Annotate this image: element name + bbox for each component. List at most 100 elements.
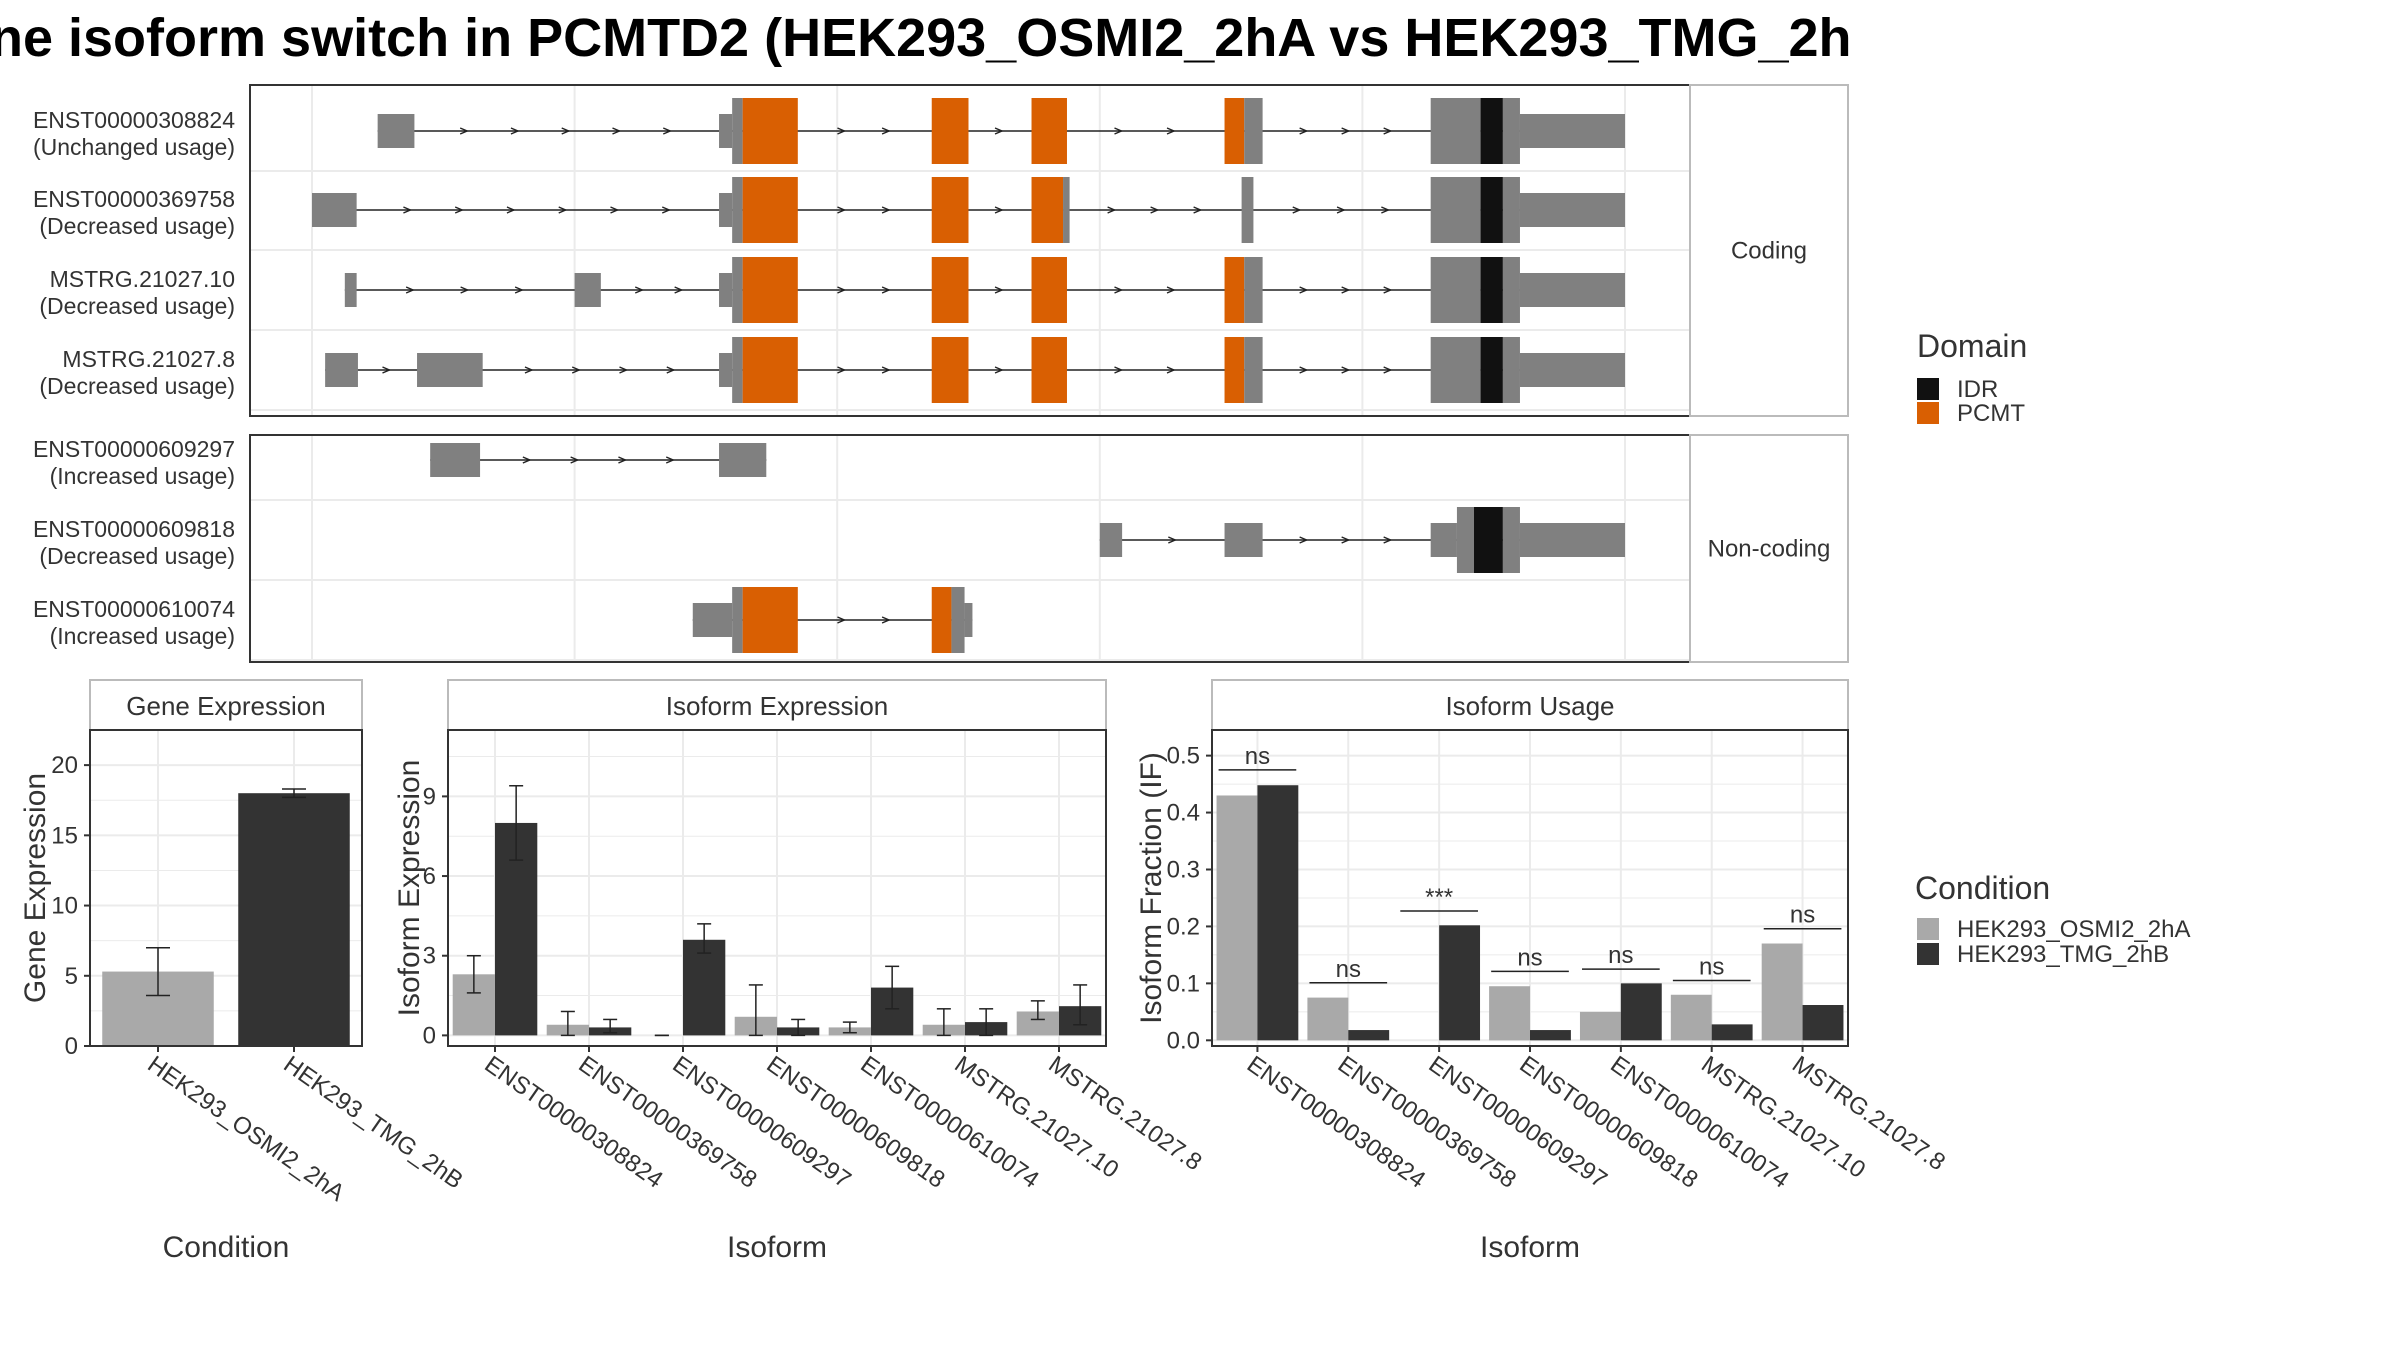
intron-arrow xyxy=(1299,366,1309,374)
transcript-id-ENST00000308824: ENST00000308824 xyxy=(33,107,235,133)
facet-label-non-coding: Non-coding xyxy=(1708,536,1831,563)
x-axis-title-gene-expression: Condition xyxy=(163,1231,290,1264)
exon xyxy=(732,177,743,243)
intron-arrow xyxy=(612,127,622,135)
exon xyxy=(719,193,733,227)
pcmt-domain xyxy=(742,177,798,243)
y-tick-label-gene-expression: 20 xyxy=(51,752,78,779)
panel-border-gene-expression xyxy=(89,729,363,1047)
intron-arrow xyxy=(1114,366,1124,374)
y-axis-title-isoform-expression: Isoform Expression xyxy=(393,760,426,1017)
intron-arrow xyxy=(666,366,676,374)
bar-isoform-usage-ENST00000610074-HEK293_TMG_2hB xyxy=(1620,983,1662,1041)
exon xyxy=(732,98,743,164)
intron-arrow xyxy=(1383,286,1393,294)
y-axis-title-isoform-usage: Isoform Fraction (IF) xyxy=(1135,752,1168,1024)
exon xyxy=(1224,523,1263,557)
bar-isoform-usage-MSTRG.21027.10-HEK293_TMG_2hB xyxy=(1711,1024,1753,1041)
pcmt-domain xyxy=(931,98,969,164)
domain-legend-title: Domain xyxy=(1917,328,2027,364)
intron-arrow xyxy=(837,206,847,214)
bar-isoform-usage-MSTRG.21027.8-HEK293_OSMI2_2hA xyxy=(1761,943,1803,1041)
significance-label-MSTRG.21027.10: ns xyxy=(1699,954,1724,981)
pcmt-domain xyxy=(931,587,952,653)
panel-title-gene-expression: Gene Expression xyxy=(126,691,325,721)
exon xyxy=(325,353,358,387)
panel-title-isoform-expression: Isoform Expression xyxy=(666,691,889,721)
significance-label-ENST00000308824: ns xyxy=(1245,743,1270,770)
transcript-id-ENST00000610074: ENST00000610074 xyxy=(33,596,235,622)
pcmt-domain xyxy=(1031,337,1067,403)
intron-arrow xyxy=(1107,206,1117,214)
facet-strip-non-coding xyxy=(1689,434,1849,663)
exon xyxy=(1244,98,1263,164)
intron-arrow xyxy=(1166,127,1176,135)
pcmt-domain xyxy=(931,177,969,243)
intron-arrow xyxy=(1341,536,1351,544)
intron-arrow xyxy=(1150,206,1160,214)
intron-arrow xyxy=(1292,206,1302,214)
x-axis-title-isoform-usage: Isoform xyxy=(1480,1231,1580,1264)
exon xyxy=(344,273,357,307)
exon xyxy=(312,193,357,227)
intron-arrow xyxy=(674,286,684,294)
intron-arrow xyxy=(881,286,891,294)
transcript-id-ENST00000369758: ENST00000369758 xyxy=(33,186,235,212)
bar-isoform-usage-ENST00000369758-HEK293_TMG_2hB xyxy=(1348,1030,1390,1041)
exon xyxy=(1502,177,1520,243)
intron-arrow xyxy=(837,127,847,135)
intron-arrow xyxy=(1341,366,1351,374)
condition-legend-label-HEK293_OSMI2_2hA: HEK293_OSMI2_2hA xyxy=(1957,916,2190,943)
bar-isoform-expression-MSTRG.21027.8-HEK293_OSMI2_2hA xyxy=(1016,1011,1059,1036)
exon xyxy=(1244,337,1263,403)
pcmt-domain xyxy=(1224,337,1245,403)
exon xyxy=(1430,257,1481,323)
y-tick-label-isoform-usage: 0.0 xyxy=(1167,1027,1200,1054)
exon xyxy=(951,587,965,653)
y-tick-label-isoform-usage: 0.4 xyxy=(1167,800,1200,827)
intron-arrow xyxy=(661,206,672,214)
exon xyxy=(1241,177,1254,243)
intron-arrow xyxy=(1383,127,1393,135)
intron-arrow xyxy=(506,206,516,214)
intron-arrow xyxy=(454,206,464,214)
figure-title: ne isoform switch in PCMTD2 (HEK293_OSMI… xyxy=(0,8,1852,68)
bar-isoform-usage-MSTRG.21027.10-HEK293_OSMI2_2hA xyxy=(1670,994,1712,1041)
exon xyxy=(1502,98,1520,164)
exon xyxy=(574,273,601,307)
intron-arrow xyxy=(994,127,1004,135)
transcript-id-ENST00000609297: ENST00000609297 xyxy=(33,436,235,462)
intron-arrow xyxy=(459,127,469,135)
domain-legend-swatch-pcmt xyxy=(1917,402,1939,424)
panel-title-isoform-usage: Isoform Usage xyxy=(1445,691,1614,721)
exon xyxy=(692,603,733,637)
exon xyxy=(1099,523,1123,557)
intron-arrow xyxy=(382,366,392,374)
x-tick-label-MSTRG.21027.8: MSTRG.21027.8 xyxy=(1787,1051,1950,1176)
exon xyxy=(732,257,743,323)
intron-arrow xyxy=(1341,127,1351,135)
domain-legend-swatch-idr xyxy=(1917,378,1939,400)
idr-domain xyxy=(1480,257,1503,323)
condition-legend-title: Condition xyxy=(1915,870,2050,906)
exon xyxy=(732,337,743,403)
exon xyxy=(430,443,481,477)
exon xyxy=(1519,353,1625,387)
intron-arrow xyxy=(634,286,645,294)
x-tick-label-MSTRG.21027.8: MSTRG.21027.8 xyxy=(1044,1051,1207,1176)
y-tick-label-isoform-expression: 0 xyxy=(423,1022,436,1049)
intron-arrow xyxy=(837,366,847,374)
exon xyxy=(1430,177,1481,243)
facet-strip-coding xyxy=(1689,84,1849,417)
intron-arrow xyxy=(524,366,534,374)
pcmt-domain xyxy=(931,337,969,403)
intron-arrow xyxy=(1383,536,1393,544)
x-axis-title-isoform-expression: Isoform xyxy=(727,1231,827,1264)
y-tick-label-isoform-usage: 0.3 xyxy=(1167,856,1200,883)
exon xyxy=(1502,507,1520,573)
intron-arrow xyxy=(561,127,571,135)
bar-isoform-usage-ENST00000609818-HEK293_OSMI2_2hA xyxy=(1489,986,1530,1041)
y-tick-label-isoform-expression: 9 xyxy=(423,783,436,810)
bar-isoform-usage-ENST00000369758-HEK293_OSMI2_2hA xyxy=(1307,997,1349,1041)
pcmt-domain xyxy=(1031,177,1064,243)
